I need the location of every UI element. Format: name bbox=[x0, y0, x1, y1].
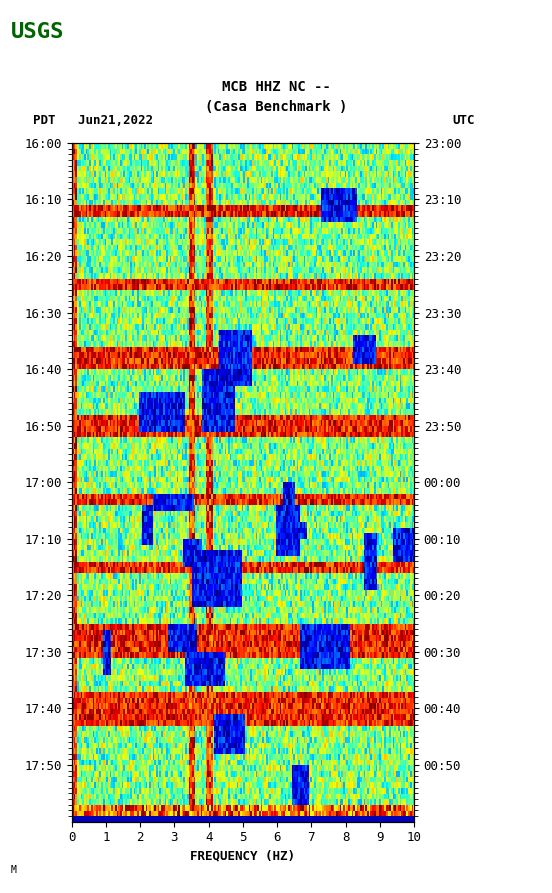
Text: (Casa Benchmark ): (Casa Benchmark ) bbox=[205, 100, 347, 114]
Text: UTC: UTC bbox=[453, 113, 475, 127]
Text: MCB HHZ NC --: MCB HHZ NC -- bbox=[221, 79, 331, 94]
Text: M: M bbox=[11, 865, 17, 875]
X-axis label: FREQUENCY (HZ): FREQUENCY (HZ) bbox=[190, 850, 295, 863]
Text: PDT   Jun21,2022: PDT Jun21,2022 bbox=[33, 113, 153, 127]
Text: USGS: USGS bbox=[11, 22, 65, 42]
